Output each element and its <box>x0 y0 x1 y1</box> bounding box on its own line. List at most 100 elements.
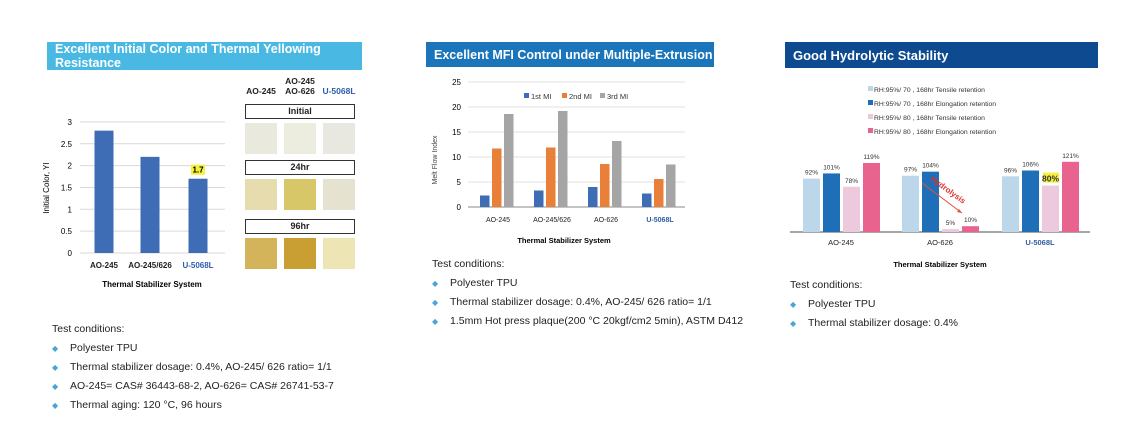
bar <box>1002 176 1019 232</box>
condition-item: ◆ Polyester TPU <box>432 274 743 293</box>
y-tick-label: 5 <box>457 178 462 187</box>
legend-label: RH:95%/ 80 , 168hr Elongation retention <box>874 129 996 136</box>
x-tick-label: AO-245 <box>828 238 854 247</box>
y-tick-label: 0.5 <box>61 227 73 236</box>
x-axis-title: Thermal Stabilizer System <box>102 280 202 289</box>
data-label: 80% <box>1042 174 1059 184</box>
bar <box>188 178 208 253</box>
bar <box>666 164 676 207</box>
y-tick-label: 2 <box>68 162 73 171</box>
bar <box>1042 185 1059 232</box>
x-tick-label: AO-245/626 <box>128 261 172 270</box>
legend-swatch <box>868 86 873 91</box>
bullet-icon: ◆ <box>790 319 797 328</box>
legend-label: RH:95%/ 70 , 168hr Tensile retention <box>874 87 985 94</box>
y-tick-label: 1.5 <box>61 183 73 192</box>
bar <box>612 141 622 207</box>
data-label: 104% <box>922 163 939 170</box>
x-tick-label: AO-626 <box>927 238 953 247</box>
y-tick-label: 15 <box>452 128 461 137</box>
color-swatch <box>245 238 277 269</box>
highlight <box>191 164 205 175</box>
y-axis-title: Initial Color, YI <box>42 162 51 213</box>
condition-item: ◆ Thermal stabilizer dosage: 0.4%, AO-245… <box>432 293 743 312</box>
panel3-conditions: Test conditions: ◆ Polyester TPU ◆ Thermal… <box>790 276 958 333</box>
condition-item: ◆ Thermal stabilizer dosage: 0.4% <box>790 314 958 333</box>
bar <box>1022 170 1039 232</box>
color-swatch <box>245 179 277 210</box>
bullet-icon: ◆ <box>432 279 439 288</box>
bullet-icon: ◆ <box>52 344 59 353</box>
highlight <box>1043 172 1059 183</box>
swatch-header: AO-245 AO-626 <box>285 76 315 96</box>
x-tick-label: AO-245/626 <box>533 217 571 224</box>
stage-label: 96hr <box>245 219 355 234</box>
condition-item: ◆ Polyester TPU <box>790 295 958 314</box>
stage-label: Initial <box>245 104 355 119</box>
bar <box>942 229 959 232</box>
y-tick-label: 1 <box>68 205 73 214</box>
color-swatch <box>284 123 316 154</box>
data-label: 78% <box>845 178 858 185</box>
legend-label: 3rd MI <box>607 92 628 101</box>
data-label: 10% <box>964 217 977 224</box>
hydrolysis-arrow <box>921 182 963 214</box>
condition-item: ◆ 1.5mm Hot press plaque(200 °C 20kgf/cm2… <box>432 312 743 331</box>
y-axis-title: Melt Flow Index <box>432 135 439 185</box>
panel1-conditions: Test conditions: ◆ Polyester TPU ◆ Thermal… <box>52 320 334 415</box>
y-tick-label: 0 <box>457 203 462 212</box>
data-label: 97% <box>904 167 917 174</box>
y-tick-label: 3 <box>68 118 73 127</box>
condition-item: ◆ Thermal stabilizer dosage: 0.4%, AO-245… <box>52 358 334 377</box>
bar <box>863 162 880 232</box>
legend-label: RH:95%/ 80 , 168hr Tensile retention <box>874 115 985 122</box>
legend-swatch <box>600 93 605 98</box>
bar <box>654 179 664 207</box>
conditions-heading: Test conditions: <box>432 258 505 270</box>
color-swatch <box>245 123 277 154</box>
x-tick-label: U-5068L <box>182 261 213 270</box>
x-tick-label: U-5068L <box>1025 238 1055 247</box>
legend-swatch <box>868 100 873 105</box>
panel2-conditions: Test conditions: ◆ Polyester TPU ◆ Thermal… <box>432 255 743 331</box>
data-label: 5% <box>946 220 956 227</box>
panel1-title: Excellent Initial Color and Thermal Yell… <box>47 42 362 70</box>
condition-item: ◆ AO-245= CAS# 36443-68-2, AO-626= CAS# 2… <box>52 377 334 396</box>
data-label: 101% <box>823 164 840 171</box>
bullet-icon: ◆ <box>52 363 59 372</box>
legend-swatch <box>562 93 567 98</box>
data-label: 121% <box>1062 153 1079 160</box>
conditions-heading: Test conditions: <box>790 279 863 291</box>
bar <box>546 147 556 207</box>
conditions-heading: Test conditions: <box>52 323 125 335</box>
legend-swatch <box>868 114 873 119</box>
bar <box>600 164 610 207</box>
bar <box>480 195 490 207</box>
bar <box>823 173 840 232</box>
x-tick-label: AO-626 <box>594 217 618 224</box>
data-label: 106% <box>1022 162 1039 169</box>
x-axis-title: Thermal Stabilizer System <box>893 260 987 269</box>
color-swatch <box>323 179 355 210</box>
panel2-title: Excellent MFI Control under Multiple-Ext… <box>426 42 714 67</box>
x-axis-title: Thermal Stabilizer System <box>517 236 611 245</box>
legend-swatch <box>524 93 529 98</box>
color-swatch <box>284 238 316 269</box>
y-tick-label: 2.5 <box>61 140 73 149</box>
bar <box>140 156 160 253</box>
bar <box>558 111 568 207</box>
bullet-icon: ◆ <box>52 382 59 391</box>
data-label: 96% <box>1004 167 1017 174</box>
data-label: 1.7 <box>192 166 204 175</box>
x-tick-label: U-5068L <box>646 217 674 224</box>
y-tick-label: 25 <box>452 78 461 87</box>
condition-item: ◆ Polyester TPU <box>52 339 334 358</box>
bar <box>843 186 860 232</box>
y-tick-label: 10 <box>452 153 461 162</box>
bar <box>962 226 979 232</box>
y-tick-label: 20 <box>452 103 461 112</box>
color-swatch <box>284 179 316 210</box>
condition-item: ◆ Thermal aging: 120 °C, 96 hours <box>52 396 334 415</box>
